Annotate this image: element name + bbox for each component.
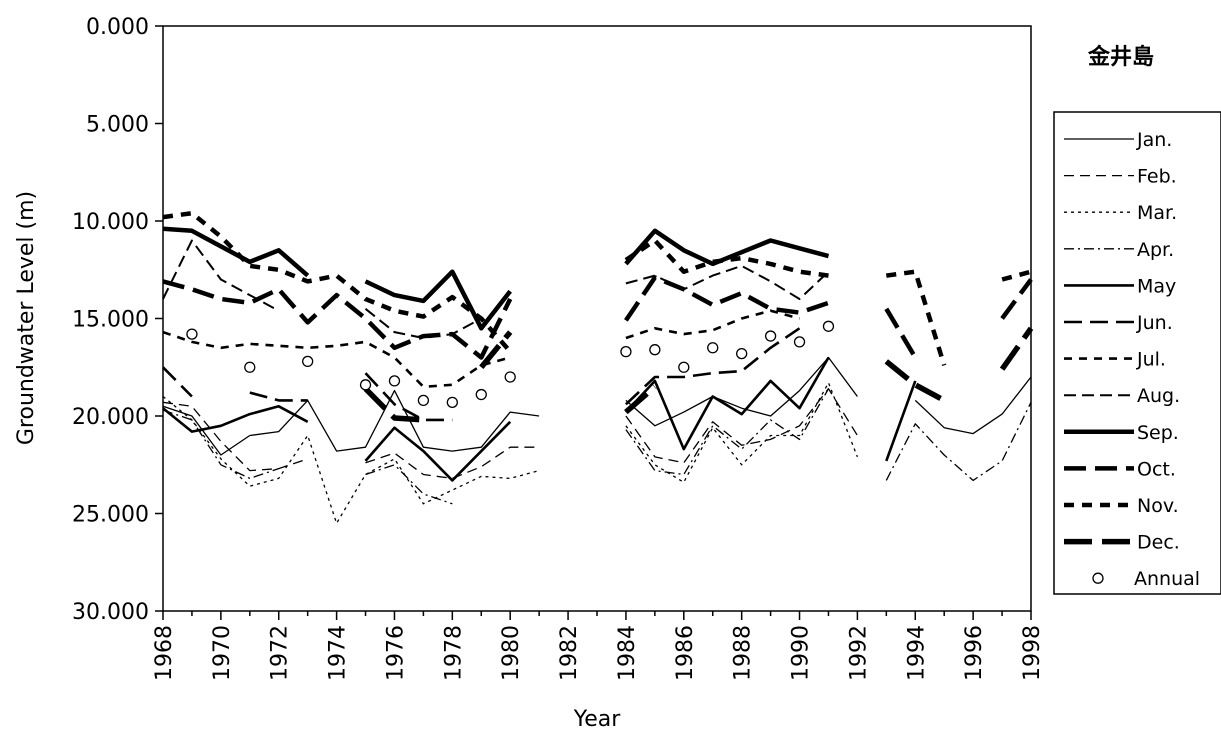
series-jun-line — [162, 327, 801, 422]
legend-label: Sep. — [1137, 422, 1179, 444]
annual-point — [446, 396, 458, 409]
y-tick-label: 30.000 — [72, 600, 149, 625]
legend-label: Jul. — [1136, 349, 1166, 371]
legend-label: Annual — [1134, 568, 1200, 590]
x-tick-label: 1980 — [499, 625, 524, 681]
annual-markers — [186, 320, 835, 409]
station-label: 金井島 — [1087, 44, 1154, 70]
x-tick-label: 1978 — [441, 625, 466, 681]
annual-point — [359, 379, 372, 391]
legend-swatch — [1092, 572, 1104, 584]
annual-point — [417, 394, 430, 407]
x-tick-label: 1974 — [326, 625, 351, 681]
annual-point — [707, 342, 719, 354]
annual-point — [678, 361, 690, 373]
annual-point — [244, 361, 256, 373]
legend-label: Jan. — [1136, 129, 1172, 151]
series-apr-line — [162, 388, 1032, 505]
legend-label: Apr. — [1137, 239, 1174, 261]
legend-label: Mar. — [1137, 202, 1177, 224]
annual-point — [822, 320, 835, 332]
x-tick-label: 1992 — [846, 625, 871, 681]
series-lines — [162, 210, 1034, 524]
x-tick-label: 1988 — [731, 625, 756, 681]
legend-label: Feb. — [1137, 166, 1177, 188]
annual-point — [764, 330, 777, 342]
x-axis: 1968 1970 1972 1974 1976 1978 1980 1982 1984 1986… — [152, 611, 1045, 681]
series-jan-line — [162, 356, 1032, 456]
x-tick-label: 1970 — [210, 625, 235, 681]
x-tick-label: 1990 — [789, 625, 814, 681]
legend: Jan. Feb. Mar. Apr. May Jun. Jul. Aug. Sep. Oct. N… — [1053, 111, 1221, 595]
series-jul-line — [162, 309, 800, 389]
legend-label: Nov. — [1137, 495, 1179, 517]
annual-point — [793, 336, 806, 348]
series-dec-line — [363, 326, 1034, 423]
x-tick-label: 1984 — [615, 625, 640, 681]
x-tick-label: 1972 — [268, 625, 293, 681]
legend-label: Aug. — [1137, 385, 1180, 407]
annual-point — [186, 328, 198, 340]
x-tick-label: 1968 — [152, 625, 177, 681]
y-tick-label: 20.000 — [72, 405, 149, 430]
x-axis-title: Year — [573, 707, 622, 732]
series-sep-line — [162, 226, 830, 331]
series-may-line — [162, 356, 917, 482]
x-tick-label: 1976 — [383, 625, 408, 681]
x-tick-label: 1998 — [1020, 625, 1045, 681]
y-axis-title: Groundwater Level (m) — [14, 191, 39, 445]
annual-point — [649, 344, 661, 356]
annual-point — [388, 375, 401, 387]
series-mar-line — [162, 382, 859, 524]
y-tick-label: 15.000 — [72, 308, 149, 333]
y-tick-label: 5.000 — [86, 113, 149, 138]
y-tick-label: 0.000 — [86, 15, 149, 40]
y-axis: 0.000 5.000 10.000 15.000 20.000 25.000 30.000 — [72, 15, 163, 625]
legend-label: Oct. — [1137, 458, 1176, 480]
x-tick-label: 1996 — [962, 625, 987, 681]
x-tick-label: 1982 — [557, 625, 582, 681]
y-tick-label: 10.000 — [72, 210, 149, 235]
series-nov-line — [162, 210, 1032, 366]
plot-area — [162, 25, 1032, 612]
legend-label: Dec. — [1137, 532, 1180, 554]
annual-point — [736, 347, 748, 360]
annual-point — [504, 371, 516, 383]
annual-point — [475, 388, 487, 401]
x-tick-label: 1986 — [673, 625, 698, 681]
x-tick-label: 1994 — [904, 625, 929, 681]
series-feb-line — [162, 388, 858, 480]
legend-label: Jun. — [1136, 312, 1173, 334]
y-tick-label: 25.000 — [72, 503, 149, 528]
legend-label: May — [1137, 275, 1176, 297]
annual-point — [302, 355, 314, 368]
series-aug-line — [162, 239, 830, 339]
annual-point — [620, 345, 632, 358]
series-oct-line — [162, 275, 1033, 360]
